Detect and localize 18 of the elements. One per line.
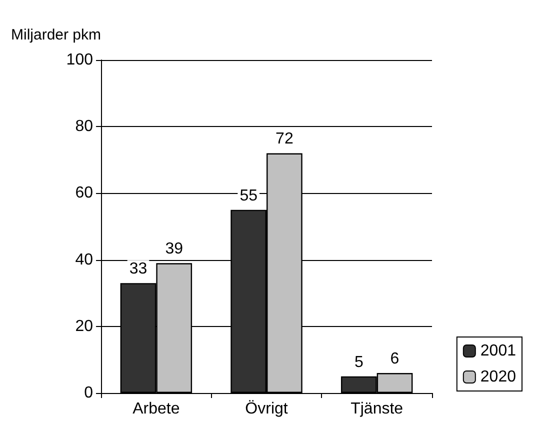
legend-label: 2020 <box>480 368 516 386</box>
y-tick-label: 60 <box>75 184 94 202</box>
y-axis-title: Miljarder pkm <box>11 26 102 44</box>
data-label: 39 <box>165 240 184 258</box>
data-label: 5 <box>354 354 364 371</box>
y-tick-label: 100 <box>66 52 94 68</box>
y-tick-label: 80 <box>75 118 94 136</box>
x-tick-label: Arbete <box>132 400 180 418</box>
y-tick-label: 20 <box>75 318 94 335</box>
data-label: 55 <box>240 187 258 204</box>
x-tick-label: Övrigt <box>245 400 288 418</box>
y-tick-label: 0 <box>84 384 94 402</box>
data-label: 72 <box>276 130 294 148</box>
y-tick-label: 40 <box>75 251 94 268</box>
legend-label: 2001 <box>480 342 516 360</box>
x-tick-label: Tjänste <box>350 400 404 418</box>
data-label: 33 <box>129 260 148 278</box>
data-label: 6 <box>390 350 400 368</box>
